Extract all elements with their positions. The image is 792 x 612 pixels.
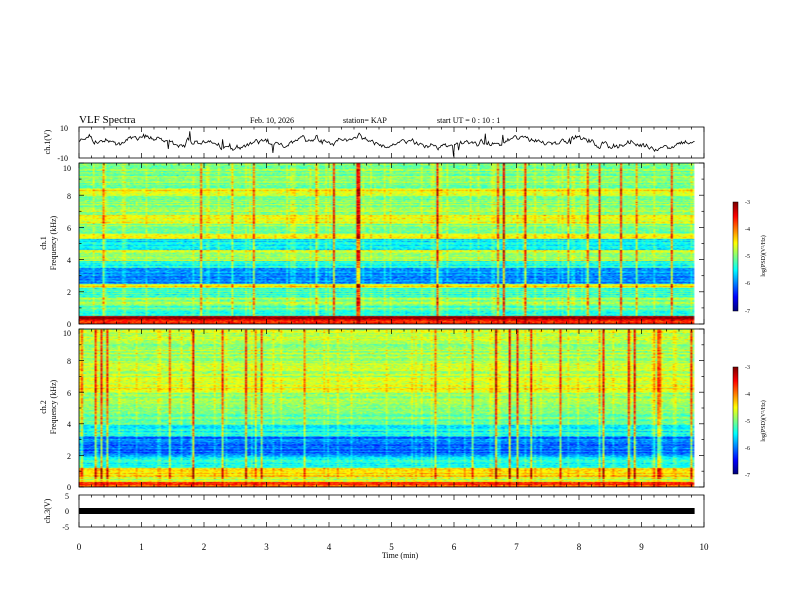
ch2-freq-tick-6: 6	[67, 389, 71, 398]
ch1-colorbar-tick-m4: -4	[745, 227, 750, 233]
date-label: Feb. 10, 2026	[250, 116, 294, 125]
time-tick-10: 10	[700, 542, 710, 552]
ch2-spectrogram-panel: 0 2 4 6 8 10 ch.2 Frequency (kHz) -3 -4 …	[39, 328, 767, 492]
ch1-spectrogram-ylabel-frequency: Frequency (kHz)	[49, 215, 58, 270]
time-axis-title: Time (min)	[382, 551, 419, 560]
time-tick-2: 2	[202, 542, 207, 552]
time-tick-8: 8	[577, 542, 582, 552]
time-tick-6: 6	[452, 542, 457, 552]
ch2-colorbar-tick-m3: -3	[745, 365, 750, 371]
ch1-spectrogram-panel: 0 2 4 6 8 10 ch.1 Frequency (kHz) -3 -4 …	[39, 162, 767, 329]
station-label: station= KAP	[343, 116, 387, 125]
figure-title: VLF Spectra	[79, 114, 136, 126]
ch1-ytick-top: 10	[60, 124, 68, 133]
ch2-colorbar-tick-m7: -7	[745, 473, 750, 479]
time-tick-5: 5	[389, 542, 394, 552]
ch1-colorbar	[733, 202, 738, 311]
time-axis-ticks	[78, 127, 705, 527]
ch3-waveform-ylabel: ch.3(V)	[43, 498, 52, 523]
time-tick-1: 1	[139, 542, 144, 552]
ch2-spectrogram-image	[79, 329, 704, 487]
ch1-spectrogram-image	[79, 163, 704, 324]
time-tick-4: 4	[327, 542, 332, 552]
ch2-spectrogram-ylabel-channel: ch.2	[39, 400, 48, 414]
ch1-waveform-ylabel: ch.1(V)	[43, 129, 52, 154]
ch2-freq-tick-0: 0	[67, 483, 71, 492]
ch1-waveform-panel: 10 -10 ch.1(V)	[43, 124, 705, 163]
time-axis-labels: 0 1 2 3 4 5 6 7 8 9 10 Time (min)	[77, 542, 709, 560]
ch1-freq-tick-8: 8	[67, 192, 71, 201]
ch3-waveform-trace	[79, 508, 695, 514]
ch2-freq-tick-2: 2	[67, 452, 71, 461]
time-tick-7: 7	[514, 542, 519, 552]
ch1-waveform-trace	[78, 131, 695, 157]
time-tick-0: 0	[77, 542, 82, 552]
ch1-freq-tick-6: 6	[67, 224, 71, 233]
time-tick-3: 3	[264, 542, 269, 552]
ch1-waveform-frame	[78, 126, 705, 159]
ch2-colorbar	[733, 367, 738, 474]
ch3-ytick-0: 0	[65, 507, 69, 516]
ch1-colorbar-tick-m7: -7	[745, 309, 750, 315]
ch1-colorbar-label: log(PSD)(V²/Hz)	[760, 235, 767, 276]
ch2-freq-tick-10: 10	[63, 329, 71, 338]
ch1-spectrogram-ylabel-channel: ch.1	[39, 236, 48, 250]
ch1-colorbar-tick-m5: -5	[745, 254, 750, 260]
ch1-freq-tick-2: 2	[67, 288, 71, 297]
ch1-colorbar-tick-m3: -3	[745, 200, 750, 206]
ch2-spectrogram-ylabel-frequency: Frequency (kHz)	[49, 379, 58, 434]
ch1-freq-tick-0: 0	[67, 320, 71, 329]
ch1-colorbar-frame	[732, 201, 739, 312]
ch3-ytick-5: 5	[65, 492, 69, 501]
start-ut-label: start UT = 0 : 10 : 1	[437, 116, 500, 125]
ch2-colorbar-label: log(PSD)(V²/Hz)	[760, 400, 767, 441]
ch1-ytick-bottom: -10	[57, 154, 68, 163]
ch2-colorbar-frame	[732, 366, 739, 475]
ch2-freq-tick-8: 8	[67, 357, 71, 366]
ch1-freq-tick-4: 4	[67, 256, 71, 265]
ch2-freq-tick-4: 4	[67, 420, 71, 429]
ch1-colorbar-tick-m6: -6	[745, 281, 750, 287]
time-tick-9: 9	[639, 542, 644, 552]
ch2-colorbar-tick-m4: -4	[745, 392, 750, 398]
ch1-freq-tick-10: 10	[63, 164, 71, 173]
ch2-colorbar-tick-m5: -5	[745, 419, 750, 425]
ch3-ytick-m5: -5	[62, 523, 69, 532]
ch2-colorbar-tick-m6: -6	[745, 446, 750, 452]
ch3-waveform-panel: 5 0 -5 ch.3(V)	[43, 492, 705, 532]
